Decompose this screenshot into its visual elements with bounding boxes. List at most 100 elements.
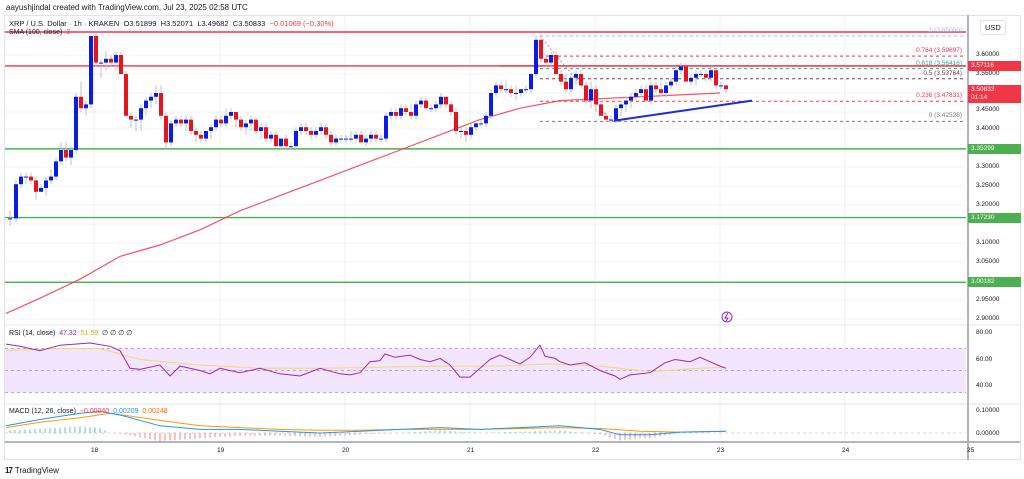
candle-body [624,100,628,105]
candle-body [724,85,728,90]
candle-body [199,134,203,139]
candle-body [609,119,613,121]
candle-body [659,89,663,93]
candle-body [474,123,478,128]
candle-body [634,93,638,97]
time-tick: 21 [467,447,475,454]
rsi-legend[interactable]: RSI (14, close) 47.32 51.59 ∅ ∅ ∅ ∅ [9,329,132,337]
candle-body [369,134,373,139]
candle-body [204,131,208,139]
rsi-ma-line [5,348,727,373]
candle-body [704,74,708,78]
price-tick: 3.30000 [976,163,1000,170]
candle-body [139,108,143,120]
tradingview-logo-icon: 17 [5,466,13,475]
macd-legend[interactable]: MACD (12, 26, close) −0.00040 0.00209 0.… [9,408,168,415]
sma-legend[interactable]: SMA (100, close) 3 [9,29,70,36]
candle-body [194,131,198,135]
tradingview-brand[interactable]: 17 TradingView [5,466,59,475]
candle-body [284,138,288,147]
fib-label: 0 (3.42528) [928,112,962,120]
candle-body [349,138,353,140]
alert-icon [721,311,733,323]
candle-body [564,81,568,90]
ohlc-open: O3.51899 [123,19,157,28]
candle-body [289,146,293,148]
candle-body [544,58,548,63]
candle-body [109,58,113,63]
candle-body [64,150,68,158]
candle-body [404,108,408,112]
candle-body [229,112,233,116]
time-tick: 19 [217,447,225,454]
candle-body [654,85,658,90]
candle-body [314,131,318,135]
candle-body [459,131,463,132]
candle-body [79,96,83,109]
candle-body [44,180,48,188]
candle-body [454,112,458,131]
price-tick: 3.45000 [976,106,1000,113]
candle-body [664,85,668,93]
candle-body [669,81,673,86]
candle-body [419,100,423,105]
currency-label[interactable]: USD [980,20,1006,35]
candle-body [254,119,258,131]
candle-body [259,127,263,131]
chart-frame [4,15,1021,460]
price-axis[interactable] [967,15,1021,460]
candle-body [394,112,398,116]
candle-body [719,85,723,87]
candle-body [84,104,88,109]
sma-value: 3 [66,29,71,36]
candle-body [434,104,438,109]
candle-body [409,112,413,116]
macd-tick: 0.00000 [976,430,1000,437]
candle-body [684,66,688,82]
candle-body [584,85,588,101]
candle-body [234,112,238,120]
time-tick: 20 [342,447,350,454]
candle-body [59,150,63,162]
candle-body [354,134,358,139]
ohlc-close: C3.50833 [232,19,266,28]
fib-label: 0.764 (3.59697) [916,47,962,55]
price-tick: 3.20000 [976,201,1000,208]
candle-body [699,74,703,75]
sma-label: SMA (100, close) [9,29,63,36]
candle-body [414,104,418,116]
candle-body [299,127,303,131]
candle-body [134,119,138,121]
rsi-line [5,342,727,380]
candle-body [324,127,328,135]
candle-body [444,96,448,105]
candle-body [269,134,273,139]
candle-body [384,115,388,139]
candle-body [539,39,543,59]
candle-body [169,123,173,143]
candle-body [549,55,553,63]
candle-body [184,119,188,124]
candle-body [399,108,403,116]
candle-body [489,93,493,116]
candle-body [514,93,518,94]
price-tick: 3.60000 [976,51,1000,58]
price-tick: 2.90000 [976,315,1000,322]
candle-body [209,127,213,131]
candle-body [484,115,488,124]
candle-body [524,89,528,91]
candle-body [589,89,593,101]
candle-body [559,74,563,82]
fib-label: 0.618 (3.56416) [916,59,962,67]
candle-body [304,127,308,131]
macd-hist-value: −0.00040 [79,408,110,415]
fib-label: 0.5 (3.53764) [923,69,962,77]
symbol-title[interactable]: XRP / U.S. Dollar · 1h · KRAKEN [9,19,120,28]
candle-body [329,134,333,143]
candle-body [554,55,558,74]
candle-body [504,89,508,91]
candle-body [294,131,298,147]
candle-body [29,176,33,181]
candle-body [154,93,158,97]
